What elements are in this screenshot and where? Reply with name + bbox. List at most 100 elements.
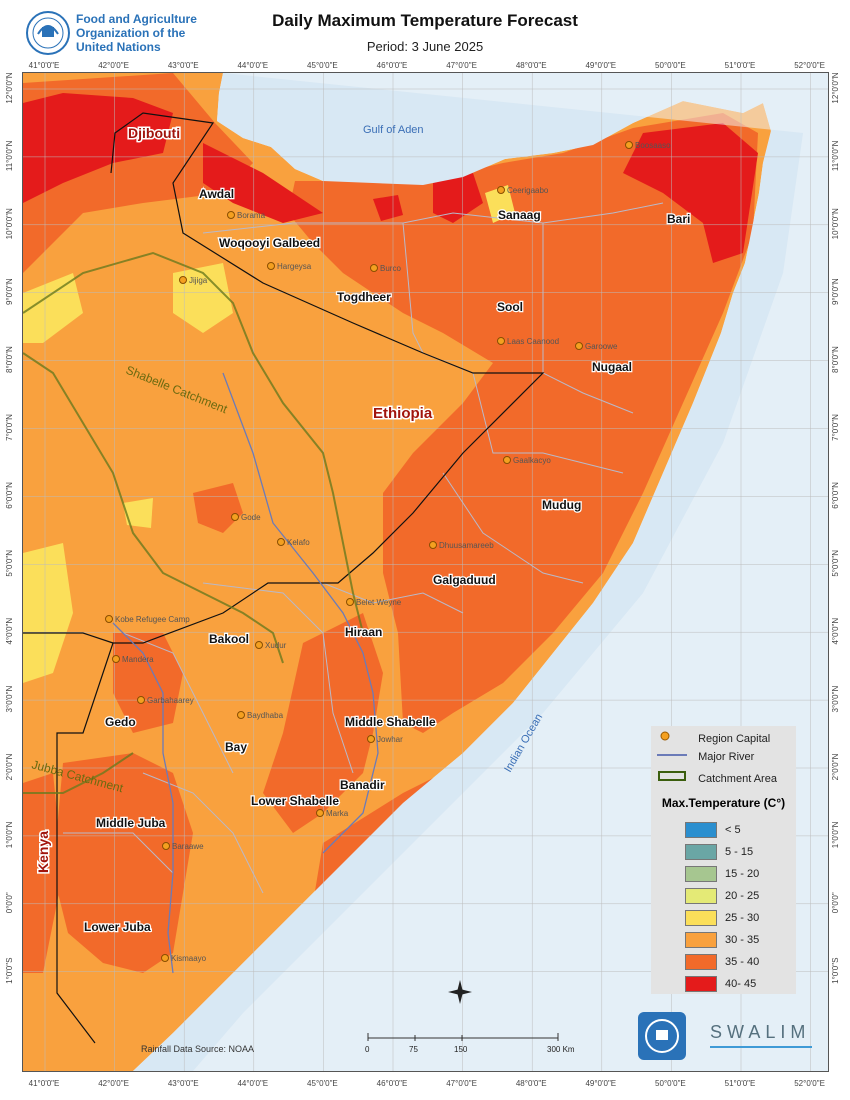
- city-marker[interactable]: Dhuusamareeb: [429, 541, 495, 550]
- latitude-tick-left: 6°0'0"N: [5, 482, 14, 509]
- legend-swatch: [685, 932, 717, 948]
- legend-swatch: [685, 910, 717, 926]
- city-marker[interactable]: Mandera: [112, 655, 155, 664]
- swalim-logo: SWALIM: [710, 1022, 811, 1042]
- region-label: Mudug: [542, 498, 581, 512]
- city-label: Garoowe: [585, 342, 618, 351]
- city-marker[interactable]: Kismaayo: [161, 954, 207, 963]
- catchment-area-icon: [658, 771, 686, 781]
- region-label: Galgaduud: [433, 573, 496, 587]
- legend-swatch: [685, 954, 717, 970]
- city-marker[interactable]: Gode: [231, 513, 262, 522]
- city-marker[interactable]: Burco: [370, 264, 402, 273]
- region-capital-icon: [255, 641, 263, 649]
- region-label: Togdheer: [337, 290, 391, 304]
- city-marker[interactable]: Gaalkacyo: [503, 456, 552, 465]
- region-label: Woqooyi Galbeed: [219, 236, 320, 250]
- city-marker[interactable]: Marka: [316, 809, 349, 818]
- latitude-tick-right: 11°0'0"N: [831, 140, 840, 171]
- city-label: Gaalkacyo: [513, 456, 551, 465]
- longitude-tick-bottom: 45°0'0"E: [307, 1079, 338, 1088]
- latitude-tick-right: 12°0'0"N: [831, 72, 840, 103]
- city-label: Boosaaso: [635, 141, 671, 150]
- city-marker[interactable]: Laas Caanood: [497, 337, 560, 346]
- latitude-tick-left: 7°0'0"N: [5, 414, 14, 441]
- latitude-tick-left: 10°0'0"N: [5, 208, 14, 239]
- latitude-tick-right: 6°0'0"N: [831, 482, 840, 509]
- region-label: Middle Shabelle: [345, 715, 436, 729]
- latitude-tick-left: 0°0'0": [5, 892, 14, 913]
- legend-class: 25 - 30: [685, 910, 759, 926]
- city-marker[interactable]: Kobe Refugee Camp: [105, 615, 191, 624]
- city-marker[interactable]: Boosaaso: [625, 141, 672, 150]
- legend-swatch: [685, 888, 717, 904]
- region-capital-icon: [179, 276, 187, 284]
- legend-swatch: [685, 822, 717, 838]
- scale-0: 0: [365, 1045, 370, 1054]
- region-capital-icon: [497, 337, 505, 345]
- region-capital-icon: [161, 954, 169, 962]
- legend-swatch: [685, 976, 717, 992]
- region-capital-icon: [625, 141, 633, 149]
- legend-class: < 5: [685, 822, 741, 838]
- legend-capital: Region Capital: [657, 730, 770, 745]
- city-label: Baraawe: [172, 842, 204, 851]
- city-marker[interactable]: Baydhaba: [237, 711, 284, 720]
- legend-class-label: 35 - 40: [725, 955, 760, 968]
- fao-footer-logo-icon: [638, 1012, 686, 1060]
- legend-class-label: 25 - 30: [725, 911, 760, 924]
- longitude-tick-bottom: 47°0'0"E: [446, 1079, 477, 1088]
- legend-class: 15 - 20: [685, 866, 759, 882]
- city-label: Belet Weyne: [356, 598, 402, 607]
- city-marker[interactable]: Garbahaarey: [137, 696, 194, 705]
- latitude-tick-right: 4°0'0"N: [831, 618, 840, 645]
- region-label: Gedo: [105, 715, 136, 729]
- fao-line-3: United Nations: [76, 40, 161, 54]
- latitude-tick-right: 1°0'0"S: [831, 958, 840, 984]
- major-river-icon: [657, 754, 687, 756]
- latitude-tick-right: 1°0'0"N: [831, 821, 840, 848]
- latitude-tick-right: 2°0'0"N: [831, 753, 840, 780]
- latitude-tick-left: 1°0'0"S: [5, 958, 14, 984]
- city-marker[interactable]: Hargeysa: [267, 262, 312, 271]
- longitude-tick-bottom: 43°0'0"E: [168, 1079, 199, 1088]
- city-marker[interactable]: Jijiga: [179, 276, 208, 285]
- scale-150: 150: [454, 1045, 468, 1054]
- region-capital-icon: [346, 598, 354, 606]
- legend-class-label: 40- 45: [725, 977, 757, 990]
- longitude-tick-bottom: 50°0'0"E: [655, 1079, 686, 1088]
- label-gulf: Gulf of Aden: [363, 124, 424, 136]
- region-capital-icon: [370, 264, 378, 272]
- city-marker[interactable]: Xudur: [255, 641, 287, 650]
- region-label: Awdal: [199, 187, 234, 201]
- latitude-tick-left: 2°0'0"N: [5, 753, 14, 780]
- label-ethiopia: Ethiopia: [373, 405, 433, 422]
- city-marker[interactable]: Ceerigaabo: [497, 186, 549, 195]
- city-marker[interactable]: Garoowe: [575, 342, 619, 351]
- city-label: Ceerigaabo: [507, 186, 549, 195]
- city-label: Kobe Refugee Camp: [115, 615, 190, 624]
- label-kenya: Kenya: [35, 831, 51, 873]
- fao-line-2: Organization of the: [76, 26, 186, 40]
- region-capital-icon: [137, 696, 145, 704]
- region-label: Banadir: [340, 778, 385, 792]
- city-marker[interactable]: Belet Weyne: [346, 598, 402, 607]
- city-label: Jowhar: [377, 735, 403, 744]
- region-capital-icon: [231, 513, 239, 521]
- latitude-tick-right: 0°0'0": [831, 892, 840, 913]
- latitude-tick-left: 9°0'0"N: [5, 278, 14, 305]
- north-arrow-icon: [448, 980, 472, 1004]
- city-label: Garbahaarey: [147, 696, 194, 705]
- latitude-tick-left: 4°0'0"N: [5, 618, 14, 645]
- city-marker[interactable]: Borama: [227, 211, 266, 220]
- city-marker[interactable]: Jowhar: [367, 735, 404, 744]
- map-header: Food and Agriculture Organization of the…: [0, 0, 850, 70]
- region-capital-icon: [267, 262, 275, 270]
- region-label: Bay: [225, 740, 247, 754]
- city-marker[interactable]: Baraawe: [162, 842, 205, 851]
- fao-logo-icon: [26, 11, 70, 55]
- swalim-underline: [710, 1046, 812, 1048]
- city-label: Kelafo: [287, 538, 310, 547]
- city-label: Borama: [237, 211, 266, 220]
- city-marker[interactable]: Kelafo: [277, 538, 311, 547]
